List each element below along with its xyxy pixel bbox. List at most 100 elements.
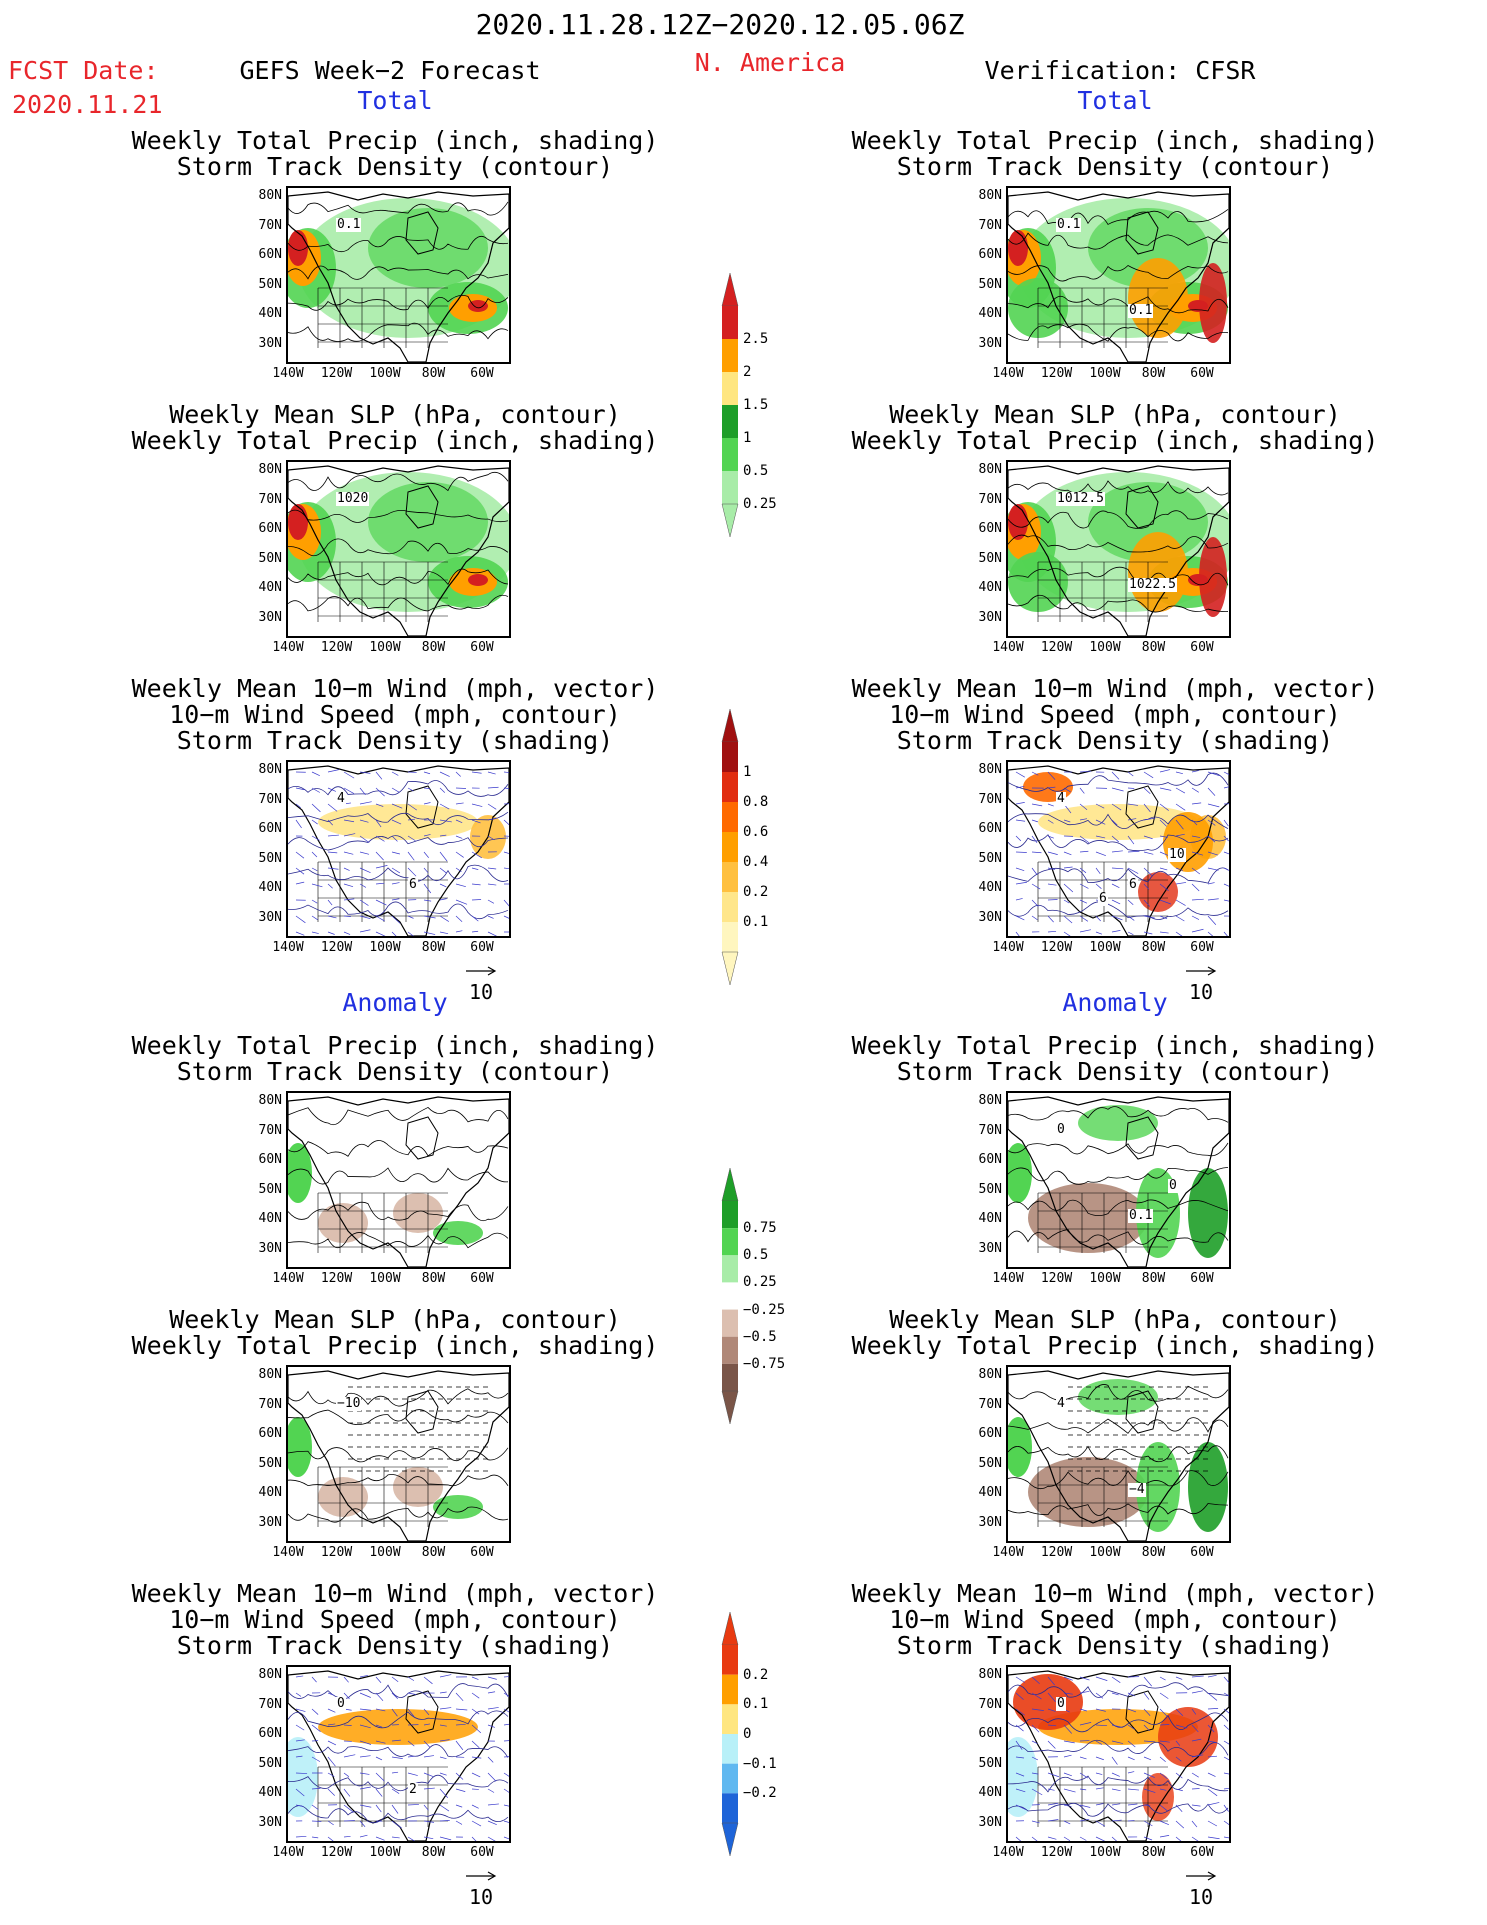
vector-reference-value: 10 — [1188, 1885, 1214, 1909]
colorbar-label: −0.1 — [743, 1755, 777, 1772]
lon-tick-label: 120W — [1040, 1845, 1073, 1860]
map-panel-total-slp_precip-forecast: 1020 — [286, 460, 511, 638]
lat-tick-label: 70N — [258, 217, 282, 233]
panel-title-anom-wind_storm-verification-1: 10−m Wind Speed (mph, contour) — [889, 1605, 1341, 1634]
lat-tick-label: 60N — [258, 1152, 282, 1167]
lon-tick-label: 100W — [369, 1845, 401, 1860]
lat-tick-label: 30N — [258, 1814, 282, 1830]
lon-tick-label: 140W — [992, 366, 1024, 381]
colorbar-storm-density-total — [721, 708, 739, 986]
contour-label: 1020 — [336, 491, 370, 506]
panel-title-total-slp_precip-forecast-1: Weekly Total Precip (inch, shading) — [131, 426, 659, 455]
lat-tick-label: 40N — [978, 880, 1002, 895]
map-panel-anom-precip_storm-verification: 0 0.1 0 — [1006, 1091, 1231, 1269]
lat-tick-label: 50N — [258, 1181, 282, 1197]
panel-title-total-precip_storm-verification-0: Weekly Total Precip (inch, shading) — [851, 126, 1379, 155]
contour-label: 4 — [1056, 1396, 1066, 1411]
panel-title-total-wind_storm-verification-2: Storm Track Density (shading) — [896, 726, 1334, 755]
vector-arrow-icon — [1186, 966, 1217, 976]
lat-tick-label: 50N — [978, 1181, 1002, 1197]
contour-label: 0.1 — [1056, 217, 1082, 232]
contour-label: 6 — [1128, 877, 1138, 892]
map-canvas — [288, 1370, 509, 1541]
lon-tick-label: 140W — [992, 640, 1024, 655]
panel-title-anom-precip_storm-forecast-0: Weekly Total Precip (inch, shading) — [131, 1031, 659, 1060]
colorbar-label: 1 — [743, 430, 752, 446]
panel-title-anom-slp_precip-forecast-1: Weekly Total Precip (inch, shading) — [131, 1331, 659, 1360]
lon-tick-label: 80W — [1141, 640, 1166, 655]
colorbar-label: 2 — [743, 364, 752, 380]
lat-tick-label: 40N — [258, 580, 282, 595]
vector-arrow-icon — [466, 1871, 497, 1881]
colorbar-label: 0.5 — [743, 1247, 769, 1264]
contour-label: 0 — [1168, 1178, 1178, 1193]
lon-tick-label: 140W — [992, 1845, 1024, 1860]
map-panel-total-precip_storm-forecast: 0.1 — [286, 186, 511, 364]
vector-arrow-icon — [1186, 1871, 1217, 1881]
panel-title-total-precip_storm-forecast-0: Weekly Total Precip (inch, shading) — [131, 126, 659, 155]
lon-tick-label: 100W — [369, 366, 401, 381]
map-canvas — [288, 1096, 509, 1267]
lat-tick-label: 70N — [258, 1122, 282, 1138]
lat-tick-label: 40N — [978, 580, 1002, 595]
lat-tick-label: 80N — [978, 1367, 1002, 1382]
lat-tick-label: 30N — [258, 1514, 282, 1530]
lat-tick-label: 50N — [978, 550, 1002, 566]
fcst-date-label: FCST Date: — [8, 56, 159, 85]
panel-title-anom-wind_storm-forecast-1: 10−m Wind Speed (mph, contour) — [169, 1605, 621, 1634]
lat-tick-label: 40N — [258, 1211, 282, 1226]
lon-tick-label: 100W — [1089, 640, 1121, 655]
map-canvas — [288, 765, 509, 936]
lon-tick-label: 140W — [272, 1271, 304, 1286]
lat-tick-label: 80N — [258, 1093, 282, 1108]
panel-title-anom-wind_storm-forecast-0: Weekly Mean 10−m Wind (mph, vector) — [131, 1579, 659, 1608]
lat-tick-label: 30N — [978, 1514, 1002, 1530]
lat-tick-label: 30N — [258, 909, 282, 925]
lat-tick-label: 50N — [258, 550, 282, 566]
lon-tick-label: 80W — [1141, 1545, 1166, 1560]
contour-label: 0 — [1056, 1122, 1066, 1137]
lat-tick-label: 60N — [258, 247, 282, 262]
lat-tick-label: 40N — [258, 1785, 282, 1800]
contour-label: 0.1 — [1128, 303, 1154, 318]
lon-tick-label: 140W — [272, 366, 304, 381]
contour-label: 6 — [1098, 891, 1108, 906]
lat-tick-label: 70N — [978, 1396, 1002, 1412]
colorbar-label: 1 — [743, 764, 752, 780]
lon-tick-label: 100W — [369, 1271, 401, 1286]
colorbar-label: 0.5 — [743, 463, 769, 479]
map-panel-anom-slp_precip-forecast: −10 — [286, 1365, 511, 1543]
lat-tick-label: 50N — [978, 1755, 1002, 1771]
lon-tick-label: 140W — [272, 940, 304, 955]
panel-title-anom-precip_storm-verification-1: Storm Track Density (contour) — [896, 1057, 1334, 1086]
lat-tick-label: 40N — [978, 306, 1002, 321]
lat-tick-label: 80N — [258, 762, 282, 777]
section-total-forecast: Total — [357, 86, 433, 115]
map-canvas — [1008, 465, 1229, 636]
lat-tick-label: 60N — [978, 1152, 1002, 1167]
lon-tick-label: 120W — [1040, 1545, 1073, 1560]
lon-tick-label: 120W — [320, 1271, 353, 1286]
lon-tick-label: 140W — [992, 940, 1024, 955]
lon-tick-label: 140W — [992, 1271, 1024, 1286]
contour-label: −10 — [336, 1396, 362, 1411]
vector-reference: 10 — [464, 1863, 498, 1907]
lon-tick-label: 60W — [1190, 640, 1214, 655]
lon-tick-label: 100W — [1089, 1271, 1121, 1286]
lon-tick-label: 120W — [1040, 366, 1073, 381]
colorbar-label: 2.5 — [743, 331, 769, 347]
panel-title-anom-wind_storm-verification-2: Storm Track Density (shading) — [896, 1631, 1334, 1660]
lon-tick-label: 80W — [421, 1545, 446, 1560]
lat-tick-label: 40N — [258, 880, 282, 895]
fcst-date-value: 2020.11.21 — [12, 90, 163, 119]
lon-tick-label: 140W — [992, 1545, 1024, 1560]
lon-tick-label: 100W — [1089, 1845, 1121, 1860]
lat-tick-label: 50N — [978, 1455, 1002, 1471]
lat-tick-label: 60N — [978, 247, 1002, 262]
map-panel-total-wind_storm-verification: 4 6 10 6 — [1006, 760, 1231, 938]
lon-tick-label: 60W — [1190, 1271, 1214, 1286]
colorbar-storm-density-anomaly — [721, 1611, 739, 1857]
lon-tick-label: 120W — [320, 1845, 353, 1860]
lat-tick-label: 60N — [978, 1426, 1002, 1441]
